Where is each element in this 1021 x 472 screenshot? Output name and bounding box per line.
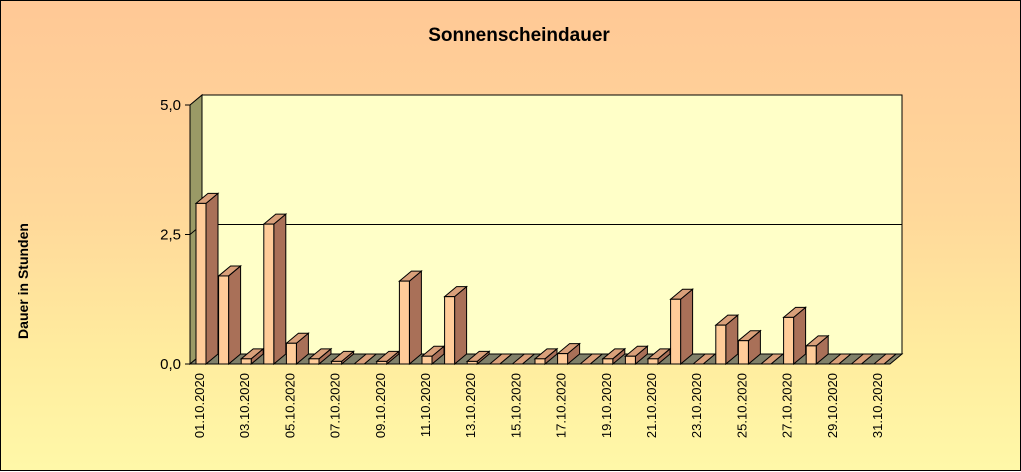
bar [194,192,220,366]
bar-side [228,264,242,366]
bar [714,314,740,366]
y-tick-label: 2,5 [160,227,181,244]
bar-front [466,360,478,365]
x-tick-label: 01.10.2020 [192,373,207,438]
bar-front [331,360,343,365]
bar-front [263,223,275,365]
bar-side [454,285,468,366]
bar [285,332,310,366]
bar-front [805,345,817,365]
bar [465,350,491,366]
bar [533,347,559,366]
bar [737,329,762,366]
bar [872,353,898,365]
bar-front [444,296,456,365]
bar [420,345,446,366]
bar-top [691,353,717,365]
x-tick-label: 21.10.2020 [644,373,659,438]
bars-group [194,192,898,366]
bar-side [408,270,422,366]
bar [669,288,694,366]
x-tick-label: 19.10.2020 [599,373,614,438]
bar-front [285,342,297,365]
x-tick-label: 27.10.2020 [780,373,795,438]
bar-front [308,358,320,365]
bar-top [759,353,785,365]
x-tick-label: 23.10.2020 [689,373,704,438]
bar [804,334,830,366]
bar-top [850,353,875,365]
bar [578,353,604,365]
x-tick-label: 31.10.2020 [870,373,885,438]
x-tick-label: 05.10.2020 [282,373,297,438]
bar [398,270,423,366]
y-axis-label: Dauer in Stunden [15,223,31,339]
bar-front [737,340,749,365]
x-tick-label: 11.10.2020 [418,373,433,437]
bar [262,213,288,366]
bar-front [218,275,230,365]
bar [827,353,853,365]
bar [330,350,355,366]
bar-front [534,358,546,365]
bar [850,353,875,365]
bar-front [376,360,388,365]
bar [239,347,265,366]
bar-top [511,353,536,365]
bar [646,347,672,366]
bar [488,353,514,365]
bar-top [578,353,604,365]
x-axis-ticks: 01.10.2020 03.10.2020 05.10.2020 07.10.2020… [192,373,885,438]
x-tick-label: 09.10.2020 [373,373,388,438]
bar [601,347,627,366]
bar-front [421,355,433,365]
bar [759,353,785,365]
bar-front [398,280,410,365]
bar-front [647,358,659,365]
bar [217,264,242,366]
bar [307,347,333,366]
bar-front [624,355,636,365]
x-tick-label: 17.10.2020 [554,373,569,438]
bar [691,353,717,365]
bar-top [872,353,898,365]
bar [624,345,649,366]
bar [352,353,378,365]
x-tick-label: 29.10.2020 [825,373,840,438]
x-tick-label: 15.10.2020 [508,373,523,438]
bar [556,342,581,366]
bar-front [602,358,614,365]
y-tick-label: 5,0 [160,97,181,114]
bar [443,285,468,366]
x-tick-label: 07.10.2020 [328,373,343,438]
bar-side [680,288,694,366]
bar [375,350,401,366]
bar-side [205,192,219,366]
bar-front [195,202,207,365]
x-tick-label: 25.10.2020 [734,373,749,438]
bar-top [827,353,853,365]
x-tick-label: 03.10.2020 [237,373,252,438]
x-tick-label: 13.10.2020 [463,373,478,438]
chart-title: Sonnenscheindauer [428,25,610,46]
y-axis-ticks: 0,0 2,5 5,0 [160,97,191,373]
bar [511,353,536,365]
bar-side [273,213,287,366]
bar-top [488,353,514,365]
bar-top [352,353,378,365]
bar-front [240,358,252,365]
bar-front [670,298,682,365]
bar-front [715,324,727,365]
y-tick-label: 0,0 [160,356,181,373]
bar [782,306,807,366]
bar-front [557,353,569,365]
bar-front [783,316,795,365]
